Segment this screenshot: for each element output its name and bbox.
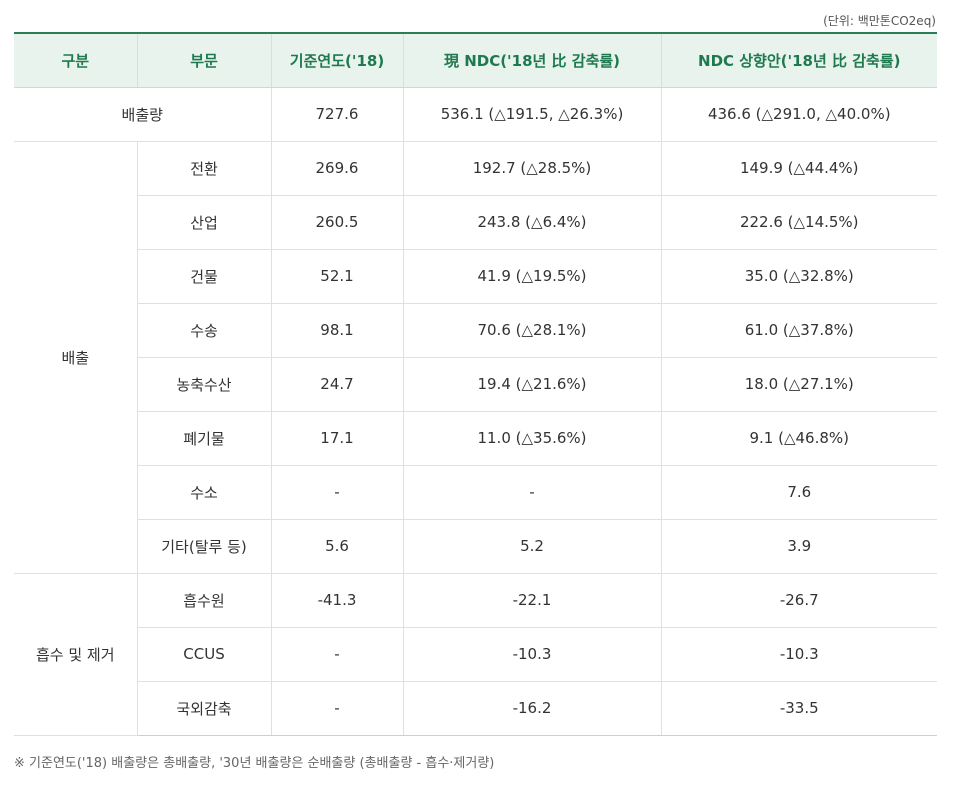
sector-cell: CCUS (136, 627, 271, 682)
table-row: 기타(탈루 등) 5.6 5.2 3.9 (14, 519, 937, 574)
ndc-table: 구분 부문 기준연도('18) 現 NDC('18년 比 감축률) NDC 상향… (14, 32, 937, 736)
base-cell: - (270, 681, 403, 736)
proposal-cell: 61.0 (△37.8%) (660, 303, 937, 358)
base-cell: 24.7 (270, 357, 403, 412)
table-row: 배출 전환 269.6 192.7 (△28.5%) 149.9 (△44.4%… (14, 141, 937, 574)
proposal-cell: 7.6 (660, 465, 937, 520)
unit-label: (단위: 백만톤CO2eq) (823, 14, 936, 28)
sector-cell: 국외감축 (136, 681, 271, 736)
header-base-year: 기준연도('18) (270, 32, 403, 88)
emission-total-base: 727.6 (270, 87, 403, 142)
current-cell: - (402, 465, 661, 520)
proposal-cell: 35.0 (△32.8%) (660, 249, 937, 304)
base-cell: 5.6 (270, 519, 403, 574)
sector-cell: 농축수산 (136, 357, 271, 412)
emission-total-current: 536.1 (△191.5, △26.3%) (402, 87, 661, 142)
sector-cell: 폐기물 (136, 411, 271, 466)
proposal-cell: 3.9 (660, 519, 937, 574)
header-sector: 부문 (136, 32, 271, 88)
table-row: 국외감축 - -16.2 -33.5 (14, 681, 937, 736)
table-row: 농축수산 24.7 19.4 (△21.6%) 18.0 (△27.1%) (14, 357, 937, 412)
proposal-cell: -10.3 (660, 627, 937, 682)
current-cell: -16.2 (402, 681, 661, 736)
current-cell: 192.7 (△28.5%) (402, 141, 661, 196)
header-category: 구분 (14, 32, 137, 88)
proposal-cell: -33.5 (660, 681, 937, 736)
proposal-cell: 18.0 (△27.1%) (660, 357, 937, 412)
table-row: 수송 98.1 70.6 (△28.1%) 61.0 (△37.8%) (14, 303, 937, 358)
sector-cell: 산업 (136, 195, 271, 250)
proposal-cell: 222.6 (△14.5%) (660, 195, 937, 250)
group-label-emissions: 배출 (14, 141, 137, 574)
table-row: 흡수 및 제거 흡수원 -41.3 -22.1 -26.7 (14, 573, 937, 736)
base-cell: -41.3 (270, 573, 403, 628)
current-cell: 19.4 (△21.6%) (402, 357, 661, 412)
table-row: CCUS - -10.3 -10.3 (14, 627, 937, 682)
current-cell: 243.8 (△6.4%) (402, 195, 661, 250)
current-cell: -10.3 (402, 627, 661, 682)
table-row: 산업 260.5 243.8 (△6.4%) 222.6 (△14.5%) (14, 195, 937, 250)
base-cell: 52.1 (270, 249, 403, 304)
base-cell: - (270, 627, 403, 682)
current-cell: 5.2 (402, 519, 661, 574)
header-row: 구분 부문 기준연도('18) 現 NDC('18년 比 감축률) NDC 상향… (14, 32, 937, 88)
current-cell: 41.9 (△19.5%) (402, 249, 661, 304)
header-current-ndc: 現 NDC('18년 比 감축률) (402, 32, 661, 88)
proposal-cell: -26.7 (660, 573, 937, 628)
current-cell: -22.1 (402, 573, 661, 628)
proposal-cell: 9.1 (△46.8%) (660, 411, 937, 466)
emission-total-label: 배출량 (14, 87, 271, 142)
table-row: 수소 - - 7.6 (14, 465, 937, 520)
sector-cell: 수소 (136, 465, 271, 520)
table-row: 건물 52.1 41.9 (△19.5%) 35.0 (△32.8%) (14, 249, 937, 304)
table-row: 폐기물 17.1 11.0 (△35.6%) 9.1 (△46.8%) (14, 411, 937, 466)
base-cell: 260.5 (270, 195, 403, 250)
footnote: ※ 기준연도('18) 배출량은 총배출량, '30년 배출량은 순배출량 (총… (14, 756, 495, 771)
header-ndc-proposal: NDC 상향안('18년 比 감축률) (660, 32, 937, 88)
sector-cell: 수송 (136, 303, 271, 358)
sector-cell: 기타(탈루 등) (136, 519, 271, 574)
emission-total-proposal: 436.6 (△291.0, △40.0%) (660, 87, 937, 142)
proposal-cell: 149.9 (△44.4%) (660, 141, 937, 196)
group-label-absorption: 흡수 및 제거 (14, 573, 137, 736)
current-cell: 70.6 (△28.1%) (402, 303, 661, 358)
table-row-emission-total: 배출량 727.6 536.1 (△191.5, △26.3%) 436.6 (… (14, 87, 937, 142)
current-cell: 11.0 (△35.6%) (402, 411, 661, 466)
sector-cell: 전환 (136, 141, 271, 196)
base-cell: 269.6 (270, 141, 403, 196)
base-cell: - (270, 465, 403, 520)
base-cell: 98.1 (270, 303, 403, 358)
base-cell: 17.1 (270, 411, 403, 466)
sector-cell: 흡수원 (136, 573, 271, 628)
sector-cell: 건물 (136, 249, 271, 304)
